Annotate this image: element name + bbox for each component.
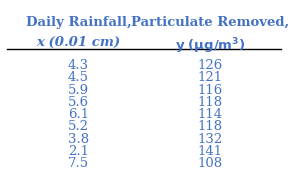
Text: 5.9: 5.9 [68, 84, 89, 96]
Text: 118: 118 [197, 120, 223, 133]
Text: Daily Rainfall,: Daily Rainfall, [26, 16, 131, 29]
Text: $\bf{y}$ $\bf{(\mu g/m^3)}$: $\bf{y}$ $\bf{(\mu g/m^3)}$ [174, 36, 245, 56]
Text: 5.6: 5.6 [68, 96, 89, 109]
Text: 118: 118 [197, 96, 223, 109]
Text: 114: 114 [197, 108, 223, 121]
Text: 121: 121 [197, 71, 223, 84]
Text: 4.5: 4.5 [68, 71, 89, 84]
Text: 3.8: 3.8 [68, 133, 89, 146]
Text: x (0.01 cm): x (0.01 cm) [36, 36, 121, 49]
Text: 4.3: 4.3 [68, 59, 89, 72]
Text: 2.1: 2.1 [68, 145, 89, 158]
Text: 141: 141 [197, 145, 223, 158]
Text: Particulate Removed,: Particulate Removed, [131, 16, 289, 29]
Text: 132: 132 [197, 133, 223, 146]
Text: 126: 126 [197, 59, 223, 72]
Text: 7.5: 7.5 [68, 157, 89, 170]
Text: 116: 116 [197, 84, 223, 96]
Text: 5.2: 5.2 [68, 120, 89, 133]
Text: 108: 108 [197, 157, 223, 170]
Text: 6.1: 6.1 [68, 108, 89, 121]
